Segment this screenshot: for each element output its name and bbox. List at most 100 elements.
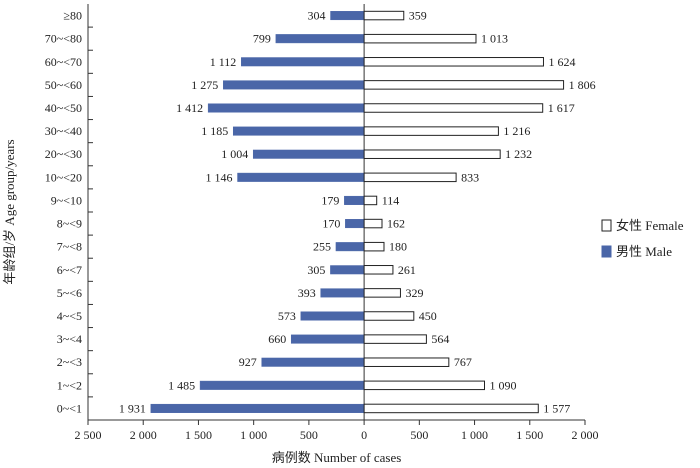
value-label-female-7-8: 180	[389, 240, 407, 254]
bar-male-5-6	[320, 288, 365, 298]
value-label-male-8-9: 170	[322, 217, 340, 231]
value-label-female-60-70: 1 624	[548, 55, 575, 69]
bar-male-3-4	[290, 334, 365, 344]
category-label-2-3: 2~<3	[57, 355, 82, 369]
bar-male-30-40	[232, 126, 365, 136]
x-tick-label: 1 500	[185, 428, 212, 442]
value-label-female-5-6: 329	[405, 286, 423, 300]
value-label-male-4-5: 573	[278, 309, 296, 323]
value-label-male-30-40: 1 185	[201, 124, 228, 138]
bar-male-10-20	[237, 172, 365, 182]
value-label-male-7-8: 255	[313, 240, 331, 254]
bar-male-7-8	[335, 242, 365, 252]
legend: 女性 Female 男性 Male	[601, 218, 684, 259]
category-label-20-30: 20~<30	[45, 147, 82, 161]
bar-male-60-70	[241, 57, 365, 67]
value-label-female-10-20: 833	[461, 170, 479, 184]
bar-female-1-2	[363, 380, 485, 391]
bar-male-40-50	[207, 103, 365, 113]
x-tick-label: 1 000	[240, 428, 267, 442]
value-label-male-70-80: 799	[253, 32, 271, 46]
category-label-8-9: 8~<9	[57, 217, 82, 231]
value-label-female-20-30: 1 232	[505, 147, 532, 161]
legend-swatch-female	[601, 219, 612, 232]
bar-female-2-3	[363, 357, 450, 367]
bar-male-9-10	[344, 195, 365, 205]
value-label-female-6-7: 261	[398, 263, 416, 277]
x-tick-label: 2 000	[130, 428, 157, 442]
value-label-female-70-80: 1 013	[481, 32, 508, 46]
bar-male-80	[330, 11, 365, 21]
x-tick-label: 1 500	[516, 428, 543, 442]
category-label-1-2: 1~<2	[57, 378, 82, 392]
value-label-male-2-3: 927	[239, 355, 257, 369]
value-label-male-5-6: 393	[298, 286, 316, 300]
value-label-male-60-70: 1 112	[210, 55, 237, 69]
value-label-female-40-50: 1 617	[548, 101, 575, 115]
bar-male-6-7	[330, 265, 365, 275]
value-label-female-50-60: 1 806	[569, 78, 596, 92]
legend-label-male: 男性 Male	[616, 244, 672, 259]
category-label-3-4: 3~<4	[57, 332, 82, 346]
bar-female-4-5	[363, 311, 415, 321]
category-label-7-8: 7~<8	[57, 240, 82, 254]
y-axis-title: 年龄组/岁 Age group/years	[2, 139, 17, 284]
bar-female-3-4	[363, 334, 427, 344]
value-label-male-3-4: 660	[268, 332, 286, 346]
category-label-9-10: 9~<10	[51, 193, 82, 207]
value-label-male-6-7: 305	[307, 263, 325, 277]
x-tick-label: 500	[410, 428, 428, 442]
axes: 2 500 2 000 1 500 1 000 500 0 500 1 000 1 500 2 0…	[75, 4, 599, 442]
category-label-0-1: 0~<1	[57, 401, 82, 415]
legend-label-female: 女性 Female	[616, 218, 684, 233]
category-label-70-80: 70~<80	[45, 32, 82, 46]
value-label-female-30-40: 1 216	[503, 124, 530, 138]
bar-female-50-60	[363, 80, 565, 90]
category-label-80: ≥80	[63, 9, 82, 23]
value-label-female-3-4: 564	[431, 332, 449, 346]
x-tick-label: 2 000	[572, 428, 599, 442]
value-label-female-8-9: 162	[387, 217, 405, 231]
value-label-male-0-1: 1 931	[119, 401, 146, 415]
x-tick-label: 1 000	[461, 428, 488, 442]
bar-female-5-6	[363, 288, 401, 298]
labels: ≥80 304 359 70~<80 799 1 013 60~<70 1 112 1 624 5…	[45, 9, 596, 416]
value-label-female-4-5: 450	[419, 309, 437, 323]
bar-female-70-80	[363, 33, 477, 44]
bar-female-8-9	[363, 218, 383, 229]
bar-male-4-5	[300, 311, 365, 321]
category-label-10-20: 10~<20	[45, 170, 82, 184]
bar-female-9-10	[363, 195, 378, 206]
category-label-30-40: 30~<40	[45, 124, 82, 138]
x-tick-label: 0	[361, 428, 367, 442]
x-tick-label: 2 500	[75, 428, 102, 442]
category-label-60-70: 60~<70	[45, 55, 82, 69]
value-label-male-50-60: 1 275	[191, 78, 218, 92]
value-label-male-9-10: 179	[321, 193, 339, 207]
bar-female-20-30	[363, 149, 501, 159]
bar-male-8-9	[345, 219, 365, 229]
category-label-5-6: 5~<6	[57, 286, 82, 300]
bar-female-40-50	[363, 103, 544, 113]
value-label-female-9-10: 114	[382, 193, 400, 207]
value-label-male-1-2: 1 485	[168, 378, 195, 392]
category-label-4-5: 4~<5	[57, 309, 82, 323]
bar-female-0-1	[363, 403, 539, 414]
value-label-female-80: 359	[409, 9, 427, 23]
value-label-male-80: 304	[308, 9, 326, 23]
bar-female-6-7	[363, 265, 394, 275]
value-label-female-2-3: 767	[454, 355, 472, 369]
x-axis-title: 病例数 Number of cases	[272, 450, 402, 465]
legend-swatch-male	[601, 245, 612, 258]
bar-female-30-40	[363, 126, 499, 136]
bar-male-1-2	[199, 380, 365, 390]
bar-male-50-60	[223, 80, 365, 90]
value-label-female-0-1: 1 577	[543, 401, 570, 415]
bar-male-20-30	[252, 149, 365, 159]
bar-male-2-3	[261, 357, 365, 367]
category-label-40-50: 40~<50	[45, 101, 82, 115]
x-tick-label: 500	[300, 428, 318, 442]
value-label-male-20-30: 1 004	[221, 147, 248, 161]
bar-female-10-20	[363, 172, 457, 183]
